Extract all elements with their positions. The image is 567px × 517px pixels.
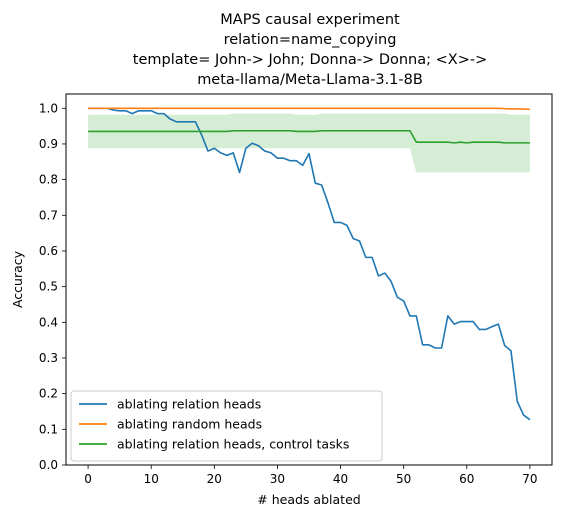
series-1-line bbox=[88, 107, 530, 111]
x-axis-ticks: 0 10 20 30 40 50 60 70 bbox=[84, 465, 538, 486]
y-tick-label: 1.0 bbox=[39, 101, 58, 115]
chart-title: MAPS causal experiment relation=name_cop… bbox=[133, 12, 487, 88]
legend-items: ablating relation heads ablating random h… bbox=[79, 397, 349, 452]
x-tick-label: 30 bbox=[270, 472, 285, 486]
chart-title-line-4: meta-llama/Meta-Llama-3.1-8B bbox=[197, 72, 423, 88]
y-tick-label: 0.8 bbox=[39, 173, 58, 187]
y-tick-label: 0.1 bbox=[39, 422, 58, 436]
y-tick-label: 0.3 bbox=[39, 351, 58, 365]
legend-label-1: ablating random heads bbox=[117, 417, 262, 432]
series-layer bbox=[88, 107, 531, 421]
legend-box bbox=[70, 390, 383, 462]
y-tick-label: 0.9 bbox=[39, 137, 58, 151]
chart-title-line-1: MAPS causal experiment bbox=[220, 12, 400, 28]
y-tick-label: 0.0 bbox=[39, 458, 58, 472]
series-0-line bbox=[88, 107, 531, 421]
x-tick-label: 70 bbox=[522, 472, 537, 486]
y-tick-label: 0.4 bbox=[39, 315, 58, 329]
x-tick-label: 0 bbox=[84, 472, 92, 486]
y-tick-label: 0.2 bbox=[39, 387, 58, 401]
y-axis-label: Accuracy bbox=[10, 250, 25, 308]
y-tick-label: 0.5 bbox=[39, 280, 58, 294]
plot-frame bbox=[65, 93, 553, 466]
y-tick-label: 0.6 bbox=[39, 244, 58, 258]
y-tick-label: 0.7 bbox=[39, 208, 58, 222]
x-axis-label: # heads ablated bbox=[257, 492, 360, 507]
x-tick-label: 60 bbox=[459, 472, 474, 486]
x-tick-label: 10 bbox=[144, 472, 159, 486]
legend: ablating relation heads ablating random h… bbox=[70, 390, 383, 462]
x-tick-label: 20 bbox=[207, 472, 222, 486]
series-2-line bbox=[88, 129, 530, 144]
chart-title-line-2: relation=name_copying bbox=[224, 32, 397, 48]
chart-title-line-3: template= John-> John; Donna-> Donna; <X… bbox=[133, 52, 487, 68]
legend-label-0: ablating relation heads bbox=[117, 397, 261, 412]
x-tick-label: 40 bbox=[333, 472, 348, 486]
legend-label-2: ablating relation heads, control tasks bbox=[117, 437, 349, 452]
x-tick-label: 50 bbox=[396, 472, 411, 486]
y-axis-ticks: 0.0 0.1 0.2 0.3 0.4 0.5 0.6 0.7 0.8 0.9 1.0 bbox=[39, 101, 66, 472]
